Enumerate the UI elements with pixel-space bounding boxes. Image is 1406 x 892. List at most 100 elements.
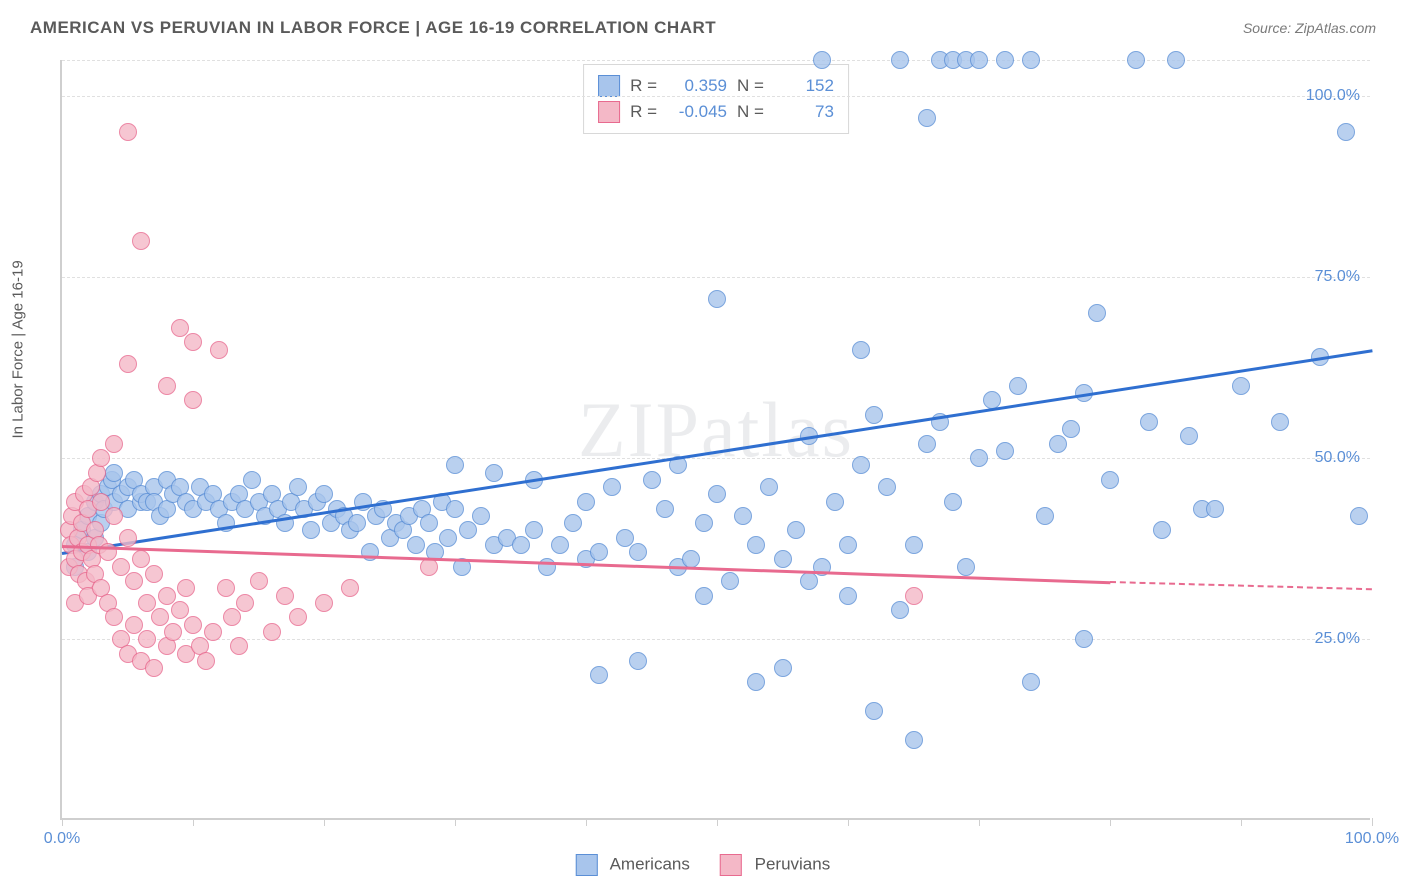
data-point: [957, 558, 975, 576]
data-point: [970, 51, 988, 69]
data-point: [800, 572, 818, 590]
data-point: [92, 493, 110, 511]
x-tick-mark: [62, 818, 63, 826]
data-point: [197, 652, 215, 670]
chart-plot-area: ZIPatlas R = 0.359 N = 152 R = -0.045 N …: [60, 60, 1370, 820]
data-point: [315, 485, 333, 503]
trend-line: [62, 350, 1372, 556]
data-point: [629, 652, 647, 670]
data-point: [250, 572, 268, 590]
data-point: [944, 493, 962, 511]
x-tick-mark: [1241, 818, 1242, 826]
data-point: [905, 587, 923, 605]
legend-r-label: R =: [630, 102, 657, 122]
data-point: [996, 51, 1014, 69]
data-point: [138, 594, 156, 612]
data-point: [1009, 377, 1027, 395]
data-point: [217, 579, 235, 597]
x-tick-mark: [979, 818, 980, 826]
data-point: [1180, 427, 1198, 445]
legend-r-label: R =: [630, 76, 657, 96]
data-point: [734, 507, 752, 525]
data-point: [918, 109, 936, 127]
data-point: [158, 377, 176, 395]
data-point: [92, 449, 110, 467]
data-point: [472, 507, 490, 525]
data-point: [1271, 413, 1289, 431]
chart-title: AMERICAN VS PERUVIAN IN LABOR FORCE | AG…: [30, 18, 716, 38]
legend-r-value-peruvians: -0.045: [667, 102, 727, 122]
data-point: [629, 543, 647, 561]
gridline: [62, 639, 1370, 640]
y-tick-label: 100.0%: [1306, 87, 1360, 105]
x-tick-label: 0.0%: [44, 830, 80, 848]
data-point: [1088, 304, 1106, 322]
data-point: [230, 637, 248, 655]
data-point: [289, 478, 307, 496]
data-point: [125, 616, 143, 634]
data-point: [865, 406, 883, 424]
data-point: [158, 587, 176, 605]
trend-line-extrapolated: [1110, 581, 1372, 590]
data-point: [970, 449, 988, 467]
x-tick-mark: [1372, 818, 1373, 826]
data-point: [459, 521, 477, 539]
data-point: [171, 319, 189, 337]
data-point: [1022, 51, 1040, 69]
data-point: [446, 500, 464, 518]
data-point: [439, 529, 457, 547]
x-tick-mark: [193, 818, 194, 826]
data-point: [512, 536, 530, 554]
data-point: [1350, 507, 1368, 525]
legend-swatch-americans: [576, 854, 598, 876]
data-point: [1101, 471, 1119, 489]
data-point: [538, 558, 556, 576]
legend-label-peruvians: Peruvians: [755, 854, 831, 873]
x-tick-mark: [455, 818, 456, 826]
data-point: [721, 572, 739, 590]
y-tick-label: 75.0%: [1315, 268, 1360, 286]
data-point: [236, 594, 254, 612]
data-point: [616, 529, 634, 547]
data-point: [204, 623, 222, 641]
legend-n-value-americans: 152: [774, 76, 834, 96]
data-point: [485, 464, 503, 482]
data-point: [151, 608, 169, 626]
data-point: [105, 464, 123, 482]
data-point: [905, 536, 923, 554]
data-point: [760, 478, 778, 496]
data-point: [138, 630, 156, 648]
y-axis-label: In Labor Force | Age 16-19: [10, 260, 27, 438]
data-point: [1022, 673, 1040, 691]
series-legend: Americans Peruvians: [576, 854, 830, 876]
legend-n-label: N =: [737, 76, 764, 96]
data-point: [774, 659, 792, 677]
data-point: [564, 514, 582, 532]
gridline: [62, 277, 1370, 278]
data-point: [891, 51, 909, 69]
data-point: [446, 456, 464, 474]
y-tick-label: 25.0%: [1315, 630, 1360, 648]
data-point: [1140, 413, 1158, 431]
legend-r-value-americans: 0.359: [667, 76, 727, 96]
data-point: [1062, 420, 1080, 438]
data-point: [708, 290, 726, 308]
data-point: [839, 587, 857, 605]
data-point: [171, 601, 189, 619]
data-point: [145, 565, 163, 583]
data-point: [263, 623, 281, 641]
x-tick-mark: [324, 818, 325, 826]
data-point: [348, 514, 366, 532]
data-point: [708, 485, 726, 503]
data-point: [774, 550, 792, 568]
data-point: [1337, 123, 1355, 141]
data-point: [177, 579, 195, 597]
data-point: [276, 587, 294, 605]
data-point: [603, 478, 621, 496]
data-point: [996, 442, 1014, 460]
data-point: [525, 521, 543, 539]
data-point: [184, 391, 202, 409]
correlation-legend: R = 0.359 N = 152 R = -0.045 N = 73: [583, 64, 849, 134]
data-point: [132, 232, 150, 250]
legend-label-americans: Americans: [610, 854, 690, 873]
